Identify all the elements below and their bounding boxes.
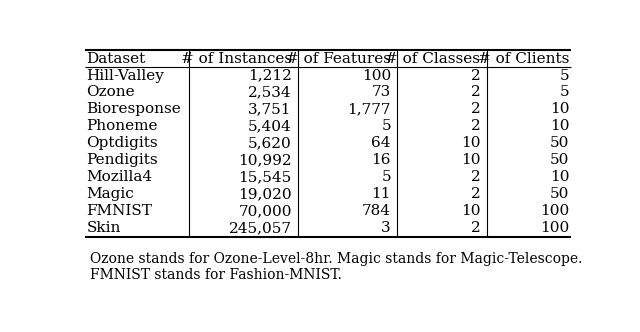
Text: 50: 50 — [550, 136, 570, 150]
Text: 2: 2 — [470, 187, 480, 201]
Text: 16: 16 — [371, 153, 391, 167]
Text: Mozilla4: Mozilla4 — [86, 170, 152, 184]
Text: 10: 10 — [461, 204, 480, 218]
Text: Ozone: Ozone — [86, 85, 135, 100]
Text: 10: 10 — [461, 136, 480, 150]
Text: Pendigits: Pendigits — [86, 153, 158, 167]
Text: 1,777: 1,777 — [348, 103, 391, 117]
Text: 5,620: 5,620 — [248, 136, 292, 150]
Text: 10,992: 10,992 — [238, 153, 292, 167]
Text: Dataset: Dataset — [86, 51, 146, 65]
Text: 2,534: 2,534 — [248, 85, 292, 100]
Text: 73: 73 — [372, 85, 391, 100]
Text: # of Clients: # of Clients — [478, 51, 570, 65]
Text: 245,057: 245,057 — [228, 221, 292, 235]
Text: 5: 5 — [560, 68, 570, 83]
Text: Hill-Valley: Hill-Valley — [86, 68, 164, 83]
Text: 5,404: 5,404 — [248, 120, 292, 133]
Text: 784: 784 — [362, 204, 391, 218]
Text: Optdigits: Optdigits — [86, 136, 158, 150]
Text: 2: 2 — [470, 221, 480, 235]
Text: 2: 2 — [470, 170, 480, 184]
Text: 100: 100 — [540, 204, 570, 218]
Text: 11: 11 — [371, 187, 391, 201]
Text: Ozone stands for Ozone-Level-8hr. Magic stands for Magic-Telescope.
FMNIST stand: Ozone stands for Ozone-Level-8hr. Magic … — [90, 252, 582, 282]
Text: # of Instances: # of Instances — [180, 51, 292, 65]
Text: 2: 2 — [470, 120, 480, 133]
Text: Phoneme: Phoneme — [86, 120, 158, 133]
Text: 5: 5 — [381, 170, 391, 184]
Text: 100: 100 — [540, 221, 570, 235]
Text: 50: 50 — [550, 153, 570, 167]
Text: Magic: Magic — [86, 187, 134, 201]
Text: 2: 2 — [470, 85, 480, 100]
Text: # of Classes: # of Classes — [385, 51, 480, 65]
Text: 70,000: 70,000 — [238, 204, 292, 218]
Text: # of Features: # of Features — [286, 51, 391, 65]
Text: 64: 64 — [371, 136, 391, 150]
Text: 10: 10 — [550, 120, 570, 133]
Text: 1,212: 1,212 — [248, 68, 292, 83]
Text: 3,751: 3,751 — [248, 103, 292, 117]
Text: Skin: Skin — [86, 221, 121, 235]
Text: 10: 10 — [550, 170, 570, 184]
Text: 5: 5 — [560, 85, 570, 100]
Text: 5: 5 — [381, 120, 391, 133]
Text: 10: 10 — [461, 153, 480, 167]
Text: 3: 3 — [381, 221, 391, 235]
Text: 15,545: 15,545 — [239, 170, 292, 184]
Text: 100: 100 — [362, 68, 391, 83]
Text: 50: 50 — [550, 187, 570, 201]
Text: 2: 2 — [470, 103, 480, 117]
Text: 10: 10 — [550, 103, 570, 117]
Text: 19,020: 19,020 — [238, 187, 292, 201]
Text: 2: 2 — [470, 68, 480, 83]
Text: Bioresponse: Bioresponse — [86, 103, 181, 117]
Text: FMNIST: FMNIST — [86, 204, 152, 218]
